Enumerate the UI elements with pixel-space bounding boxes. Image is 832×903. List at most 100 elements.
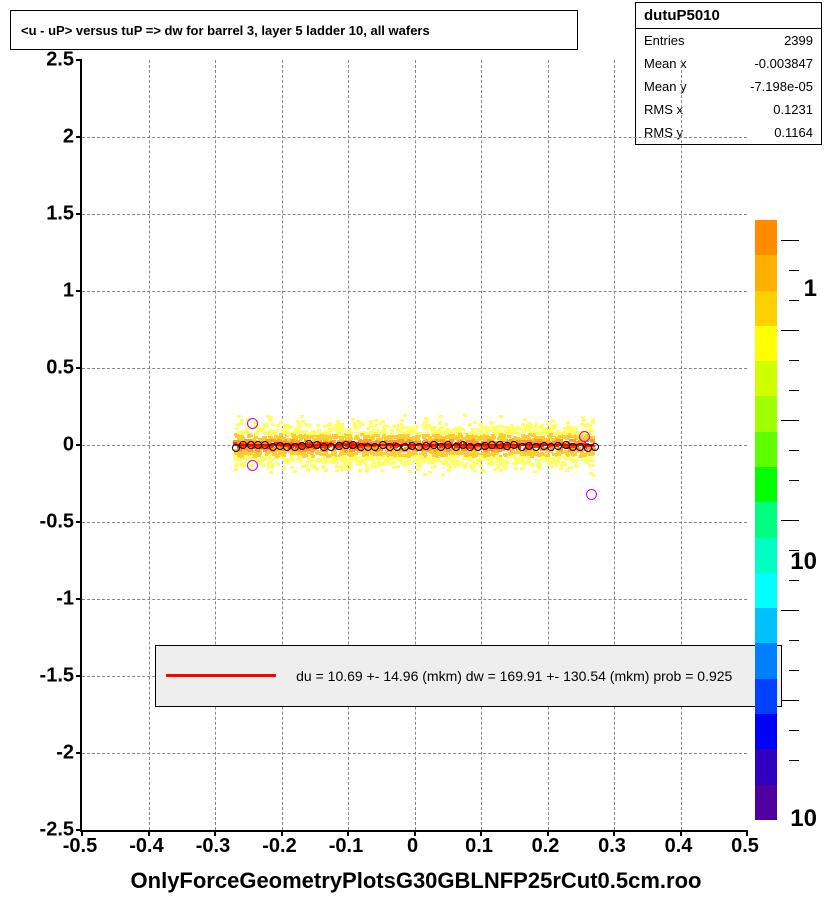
grid-line-vertical bbox=[215, 60, 216, 830]
y-tick-label: -2 bbox=[14, 742, 74, 765]
profile-marker bbox=[371, 443, 379, 451]
colorbar-label: 1 bbox=[804, 275, 817, 303]
density-cell bbox=[454, 431, 458, 434]
density-cell bbox=[588, 424, 592, 427]
outlier-marker bbox=[247, 460, 258, 471]
density-cell bbox=[418, 432, 422, 435]
density-cell bbox=[349, 460, 353, 463]
x-tick-label: 0.2 bbox=[532, 835, 560, 858]
density-cell bbox=[589, 457, 593, 460]
density-cell bbox=[563, 427, 567, 430]
density-cell bbox=[517, 433, 521, 436]
density-cell bbox=[432, 454, 436, 457]
colorbar-tick bbox=[789, 580, 799, 581]
density-cell bbox=[305, 464, 309, 467]
density-cell bbox=[572, 439, 576, 442]
density-cell bbox=[467, 451, 471, 454]
density-cell bbox=[332, 453, 336, 456]
density-cell bbox=[378, 422, 382, 425]
density-cell bbox=[310, 435, 314, 438]
density-cell bbox=[426, 434, 430, 437]
density-cell bbox=[403, 464, 407, 467]
colorbar-tick bbox=[789, 730, 799, 731]
density-cell bbox=[416, 437, 420, 440]
density-cell bbox=[320, 434, 324, 437]
colorbar-tick bbox=[789, 480, 799, 481]
density-cell bbox=[446, 428, 450, 431]
density-cell bbox=[521, 423, 525, 426]
density-cell bbox=[541, 433, 545, 436]
density-cell bbox=[555, 461, 559, 464]
density-cell bbox=[369, 420, 373, 423]
density-cell bbox=[354, 427, 358, 430]
density-cell bbox=[257, 454, 261, 457]
x-tick-label: -0.3 bbox=[196, 835, 230, 858]
density-cell bbox=[376, 429, 380, 432]
density-cell bbox=[363, 461, 367, 464]
density-cell bbox=[448, 466, 452, 469]
density-cell bbox=[455, 455, 459, 458]
density-cell bbox=[276, 424, 280, 427]
density-cell bbox=[490, 422, 494, 425]
density-cell bbox=[569, 466, 573, 469]
density-cell bbox=[471, 439, 475, 442]
density-cell bbox=[367, 439, 371, 442]
density-cell bbox=[279, 433, 283, 436]
density-cell bbox=[338, 433, 342, 436]
density-cell bbox=[335, 465, 339, 468]
density-cell bbox=[408, 452, 412, 455]
y-tick-label: 2.5 bbox=[14, 49, 74, 72]
stats-entries-value: 2399 bbox=[784, 33, 813, 48]
density-cell bbox=[513, 430, 517, 433]
density-cell bbox=[267, 451, 271, 454]
outlier-marker bbox=[579, 431, 590, 442]
density-cell bbox=[556, 451, 560, 454]
density-cell bbox=[496, 466, 500, 469]
density-cell bbox=[234, 468, 238, 471]
density-cell bbox=[435, 429, 439, 432]
density-cell bbox=[482, 426, 486, 429]
density-cell bbox=[500, 458, 504, 461]
density-cell bbox=[380, 469, 384, 472]
density-cell bbox=[249, 434, 253, 437]
density-cell bbox=[588, 453, 592, 456]
colorbar-segment bbox=[755, 361, 777, 396]
density-cell bbox=[392, 466, 396, 469]
density-cell bbox=[365, 467, 369, 470]
density-cell bbox=[373, 453, 377, 456]
density-cell bbox=[390, 457, 394, 460]
density-cell bbox=[382, 425, 386, 428]
density-cell bbox=[591, 436, 595, 439]
density-cell bbox=[464, 463, 468, 466]
density-cell bbox=[294, 436, 298, 439]
colorbar-label: 10 bbox=[790, 548, 817, 576]
legend-box: du = 10.69 +- 14.96 (mkm) dw = 169.91 +-… bbox=[155, 645, 782, 707]
density-cell bbox=[507, 435, 511, 438]
density-cell bbox=[380, 461, 384, 464]
density-cell bbox=[500, 425, 504, 428]
density-cell bbox=[326, 455, 330, 458]
density-cell bbox=[527, 422, 531, 425]
density-cell bbox=[522, 462, 526, 465]
density-cell bbox=[438, 421, 442, 424]
density-cell bbox=[328, 424, 332, 427]
density-cell bbox=[405, 431, 409, 434]
density-cell bbox=[458, 433, 462, 436]
density-cell bbox=[440, 460, 444, 463]
stats-entries-label: Entries bbox=[644, 33, 684, 48]
density-cell bbox=[574, 427, 578, 430]
density-cell bbox=[392, 436, 396, 439]
stats-rmsy-value: 0.1164 bbox=[774, 125, 813, 140]
colorbar-tick bbox=[781, 700, 799, 701]
density-cell bbox=[408, 470, 412, 473]
density-cell bbox=[441, 473, 445, 476]
density-cell bbox=[589, 472, 593, 475]
density-cell bbox=[487, 458, 491, 461]
density-cell bbox=[286, 461, 290, 464]
density-cell bbox=[276, 454, 280, 457]
density-cell bbox=[320, 453, 324, 456]
density-cell bbox=[591, 418, 595, 421]
density-cell bbox=[457, 463, 461, 466]
grid-line-vertical bbox=[149, 60, 150, 830]
density-cell bbox=[314, 431, 318, 434]
